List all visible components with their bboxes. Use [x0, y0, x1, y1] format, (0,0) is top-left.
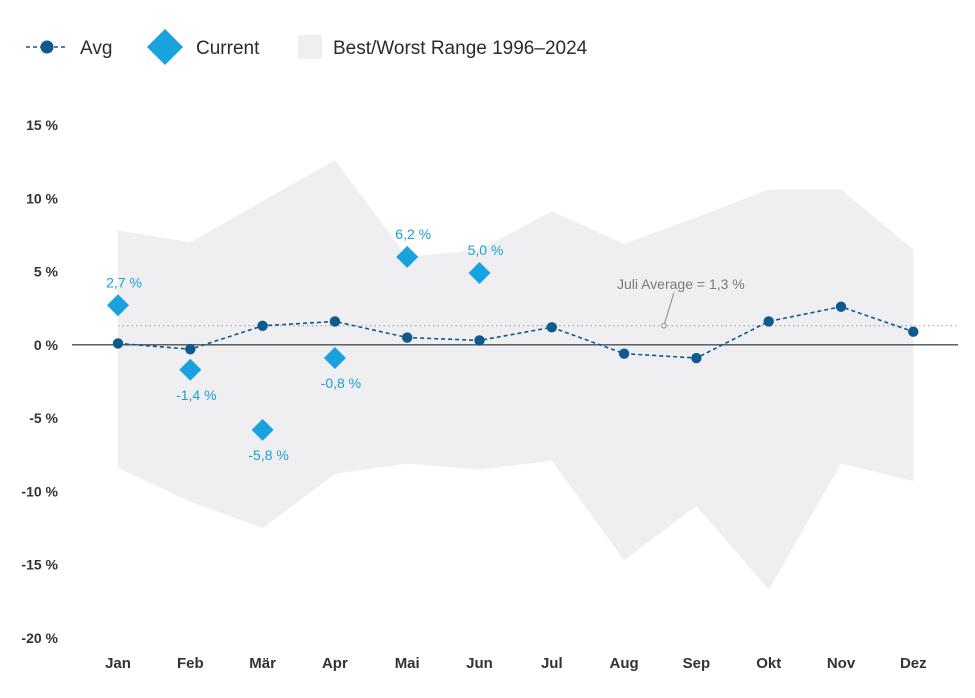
y-tick-label: 10 %: [26, 190, 58, 206]
current-point-mär: [251, 418, 274, 441]
y-tick-label: -5 %: [29, 410, 58, 426]
avg-point-nov: [835, 301, 847, 312]
legend-range-label: Best/Worst Range 1996–2024: [333, 38, 588, 59]
avg-point-mai: [402, 332, 413, 343]
legend-range-swatch: [298, 35, 322, 59]
x-tick-label-nov: Nov: [827, 655, 856, 672]
current-label-apr: -0,8 %: [321, 375, 361, 391]
x-tick-label-jan: Jan: [105, 655, 131, 672]
legend-current-label: Current: [196, 38, 260, 59]
avg-point-sep: [691, 352, 702, 364]
avg-point-feb: [185, 344, 196, 355]
avg-series-line: [117, 305, 914, 359]
y-tick-label: 15 %: [26, 117, 58, 133]
x-tick-label-jun: Jun: [466, 655, 493, 672]
y-tick-label: 5 %: [34, 264, 59, 280]
current-point-jun: [468, 262, 491, 285]
current-label-mai: 6,2 %: [395, 226, 431, 242]
current-label-mär: -5,8 %: [248, 447, 288, 463]
x-tick-label-jul: Jul: [541, 655, 563, 672]
july-average-marker: [661, 323, 667, 329]
plot-area: 15 % 10 % 5 % 0 % -5 % -10 % -15 % -20 % Jan Feb M…: [21, 117, 958, 672]
current-label-feb: -1,4 %: [176, 387, 216, 403]
avg-point-jan: [112, 338, 124, 349]
legend-avg-label: Avg: [80, 38, 112, 59]
avg-point-aug: [618, 348, 630, 359]
legend: Avg Current Best/Worst Range 1996–2024: [26, 29, 588, 65]
current-point-mai: [396, 245, 419, 268]
avg-point-jul: [546, 322, 557, 333]
legend-avg-dot-swatch: [40, 40, 54, 54]
current-point-feb: [179, 358, 202, 381]
y-tick-label: -10 %: [21, 483, 58, 499]
x-tick-label-mär: Mär: [249, 655, 276, 672]
avg-point-okt: [763, 316, 774, 327]
july-average-label: Juli Average = 1,3 %: [617, 276, 745, 292]
best-worst-range-band: [118, 160, 914, 590]
july-average-leader-line: [663, 292, 675, 326]
x-tick-label-feb: Feb: [177, 655, 204, 672]
current-point-jan: [107, 294, 129, 317]
avg-point-dez: [908, 326, 919, 337]
y-tick-label: -20 %: [21, 630, 58, 646]
current-point-apr: [323, 347, 346, 370]
x-tick-label-mai: Mai: [395, 655, 420, 672]
y-tick-label: -15 %: [21, 557, 58, 573]
current-label-jun: 5,0 %: [468, 242, 504, 258]
legend-current-diamond-swatch: [147, 29, 183, 65]
x-tick-label-sep: Sep: [683, 655, 711, 672]
y-tick-label: 0 %: [34, 337, 59, 353]
avg-point-mär: [257, 320, 268, 332]
x-tick-label-aug: Aug: [610, 655, 639, 672]
x-tick-label-apr: Apr: [322, 655, 348, 672]
avg-point-apr: [329, 316, 341, 327]
current-label-jan: 2,7 %: [106, 274, 142, 290]
avg-point-jun: [474, 335, 485, 346]
x-tick-label-dez: Dez: [900, 655, 927, 672]
x-tick-label-okt: Okt: [756, 655, 781, 672]
